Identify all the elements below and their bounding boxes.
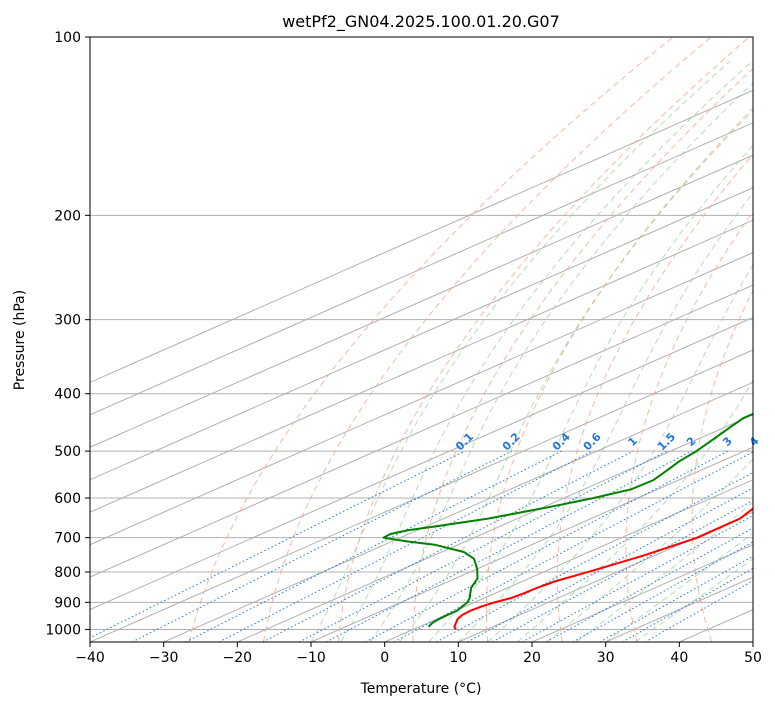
plot-background [90, 37, 753, 642]
mixing-ratio-line [90, 450, 466, 639]
moist-adiabat-line [634, 558, 753, 642]
mixing-ratio-line [467, 487, 753, 642]
x-tick-label: −20 [223, 650, 253, 666]
mixing-ratio-lines [90, 450, 753, 642]
isotherm-line [310, 446, 753, 642]
y-tick-label: 700 [54, 531, 81, 547]
mixing-ratio-line [325, 450, 692, 642]
moist-adiabat-line [605, 532, 753, 642]
isobars [90, 37, 753, 630]
y-tick-label: 1000 [45, 622, 81, 638]
x-tick-label: −40 [75, 650, 105, 666]
isotherm-line [90, 122, 753, 416]
y-tick-label: 400 [54, 387, 81, 403]
moist-adiabat-line [310, 61, 731, 642]
isotherm-line [90, 284, 753, 578]
mixing-ratio-line [622, 567, 753, 642]
mixing-ratio-line [436, 471, 753, 642]
x-tick-label: 40 [670, 650, 688, 666]
mixing-ratio-line [572, 541, 753, 642]
dry-adiabat-line [485, 107, 753, 642]
y-tick-label: 200 [54, 208, 81, 224]
y-tick-label: 800 [54, 565, 81, 581]
dewpoint-profile-line [382, 412, 753, 628]
isotherm-line [90, 349, 753, 642]
dry-adiabat-line [337, 37, 750, 642]
y-tick-label: 600 [54, 491, 81, 507]
x-tick-label: 30 [597, 650, 615, 666]
moist-adiabat-line [369, 82, 753, 642]
moist-adiabat-line [340, 61, 753, 642]
mixing-ratio-line [299, 450, 668, 642]
dry-adiabat-line [691, 289, 753, 642]
mixing-ratio-line [218, 450, 593, 642]
isotherm-line [163, 381, 753, 642]
isotherm-line [90, 219, 753, 513]
mixing-ratio-line [262, 450, 634, 642]
x-tick-label: 50 [744, 650, 762, 666]
y-tick-label: 500 [54, 444, 81, 460]
moist-adiabats [310, 61, 753, 642]
mixing-ratio-line [131, 450, 512, 642]
x-tick-label: 0 [380, 650, 389, 666]
dry-adiabat-line [263, 37, 712, 642]
mixing-ratio-line [365, 450, 729, 642]
isotherm-line [90, 252, 753, 546]
y-tick-label: 900 [54, 595, 81, 611]
temperature-profile-line [453, 507, 753, 630]
dry-adiabats [188, 37, 753, 642]
x-tick-label: −30 [149, 650, 179, 666]
x-axis-label: Temperature (°C) [360, 681, 482, 697]
moist-adiabat-line [428, 144, 753, 642]
isotherm-line [237, 414, 753, 642]
isotherm-line [90, 89, 753, 383]
x-axis: −40 −30 −20 −10 0 10 20 30 40 50 [75, 642, 762, 666]
y-axis: 100 200 300 400 500 600 700 800 900 1000 [45, 30, 90, 638]
moist-adiabat-line [516, 378, 753, 642]
isotherm-line [90, 187, 753, 481]
y-tick-label: 100 [54, 30, 81, 46]
moist-adiabat-line [546, 458, 753, 642]
isotherm-line [384, 479, 753, 642]
dry-adiabat-line [188, 37, 674, 642]
isotherm-line [90, 316, 753, 611]
chart-title: wetPf2_GN04.2025.100.01.20.G07 [282, 12, 560, 32]
dry-adiabat-line [412, 67, 753, 642]
moist-adiabat-line [399, 109, 753, 642]
dry-adiabat-line [556, 153, 753, 642]
profiles [382, 412, 753, 630]
moist-adiabat-line [457, 192, 753, 642]
x-tick-label: 10 [449, 650, 467, 666]
isotherms [90, 89, 753, 642]
mixing-ratio-line [599, 555, 753, 642]
isotherm-line [90, 154, 753, 448]
y-axis-label: Pressure (hPa) [12, 290, 28, 390]
moist-adiabat-line [487, 263, 753, 642]
y-tick-label: 300 [54, 313, 81, 329]
x-tick-label: −10 [296, 650, 326, 666]
plot-frame [89, 36, 754, 643]
dry-adiabat-line [625, 210, 753, 642]
x-tick-label: 20 [523, 650, 541, 666]
mixing-ratio-line [644, 580, 753, 642]
